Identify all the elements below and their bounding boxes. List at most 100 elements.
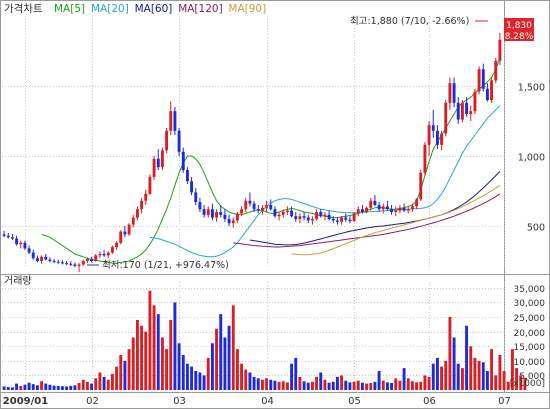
candle-body [240, 209, 244, 214]
volume-bar [48, 384, 52, 390]
volume-bar [185, 363, 189, 390]
volume-tick-label: 20,000 [514, 329, 546, 339]
volume-bar [485, 371, 489, 390]
candle-body [440, 133, 444, 145]
volume-bar [315, 376, 319, 390]
candle-body [273, 209, 277, 217]
candle-body [248, 200, 252, 204]
candle-body [231, 220, 235, 224]
candle-body [252, 203, 256, 210]
volume-bar [410, 381, 414, 390]
candle-body [427, 125, 431, 145]
candle-body [331, 219, 335, 221]
volume-bar [219, 314, 223, 390]
candle-body [227, 219, 231, 224]
volume-bar [248, 372, 252, 390]
volume-bar [360, 382, 364, 390]
candle-body [94, 255, 98, 261]
candle-body [319, 212, 323, 217]
candle-body [473, 91, 477, 112]
volume-bar [256, 378, 260, 390]
volume-bar [498, 354, 502, 390]
candle-body [90, 258, 94, 261]
date-tick-label: 02 [86, 396, 99, 407]
legend-item: MA[20] [91, 3, 129, 15]
volume-bar [306, 382, 310, 390]
price-tick-label: 1,000 [518, 153, 545, 164]
candle-body [127, 224, 131, 235]
volume-bar [35, 385, 39, 390]
candle-body [344, 217, 348, 220]
volume-bar [60, 386, 64, 390]
candle-body [169, 111, 173, 131]
volume-bar [335, 376, 339, 390]
volume-bar [10, 387, 14, 390]
volume-bar [94, 378, 98, 390]
volume-unit-label: [x1000] [510, 379, 545, 389]
candle-body [469, 111, 473, 114]
candle-body [152, 158, 156, 177]
legend-item: MA[60] [135, 3, 173, 15]
ma-line [149, 105, 501, 258]
volume-bar [390, 382, 394, 390]
chart-legend: 가격차트 MA[5] MA[20] MA[60] MA[120] MA[90] [4, 2, 266, 15]
candle-body [202, 209, 206, 215]
candle-body [352, 213, 356, 222]
candle-body [360, 209, 364, 212]
volume-bar [394, 378, 398, 390]
candle-body [177, 130, 181, 152]
volume-bar [106, 379, 110, 390]
volume-bar [148, 290, 152, 390]
volume-bar [177, 343, 181, 390]
candle-body [23, 242, 27, 249]
candle-body [402, 207, 406, 211]
candle-body [481, 69, 485, 89]
volume-bar [385, 382, 389, 390]
candle-body [256, 209, 260, 211]
candle-body [73, 264, 77, 266]
candle-body [444, 102, 448, 134]
volume-bar [231, 305, 235, 390]
volume-bar [123, 360, 127, 390]
volume-bar [227, 325, 231, 390]
candle-body [194, 192, 198, 203]
volume-bar [31, 384, 35, 390]
candle-body [48, 259, 52, 261]
volume-bar [277, 381, 281, 390]
candle-body [494, 60, 498, 81]
candle-body [77, 264, 81, 266]
candle-body [465, 102, 469, 114]
volume-bar [473, 357, 477, 390]
volume-bar [198, 372, 202, 390]
candle-body [477, 69, 481, 92]
volume-bar [98, 372, 102, 390]
volume-bar [298, 376, 302, 390]
volume-bar [269, 379, 273, 390]
candle-body [98, 254, 102, 256]
volume-bar [190, 366, 194, 390]
volume-bar [127, 349, 131, 390]
volume-bar [160, 337, 164, 390]
volume-bar [131, 337, 135, 390]
candle-body [44, 256, 48, 260]
volume-bar [523, 377, 527, 390]
volume-bar [515, 368, 519, 390]
candle-body [135, 209, 139, 218]
volume-bar [202, 375, 206, 390]
candle-body [310, 219, 314, 221]
volume-bar [102, 376, 106, 390]
candle-body [190, 181, 194, 193]
volume-bar [406, 378, 410, 390]
volume-bar [244, 369, 248, 390]
volume-bar [365, 383, 369, 390]
volume-bar [210, 343, 214, 390]
volume-bar [69, 385, 73, 390]
volume-bar [319, 372, 323, 390]
price-axis: 500 1,000 1,500 [518, 83, 545, 234]
candle-body [210, 209, 214, 218]
candle-body [323, 214, 327, 217]
candle-body [410, 206, 414, 210]
candle-body [348, 219, 352, 222]
volume-bar [85, 381, 89, 390]
candle-body [356, 209, 360, 214]
